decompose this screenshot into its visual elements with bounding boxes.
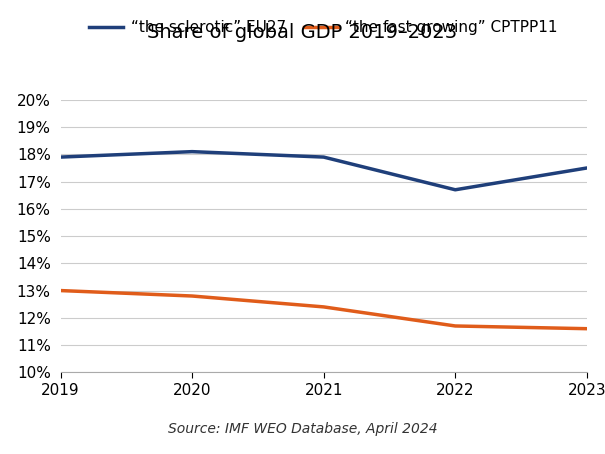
Text: Share of global GDP 2019–2023: Share of global GDP 2019–2023	[148, 23, 457, 42]
Legend: “the sclerotic” EU27, “the fast growing” CPTPP11: “the sclerotic” EU27, “the fast growing”…	[90, 20, 558, 35]
Text: Source: IMF WEO Database, April 2024: Source: IMF WEO Database, April 2024	[168, 422, 437, 436]
